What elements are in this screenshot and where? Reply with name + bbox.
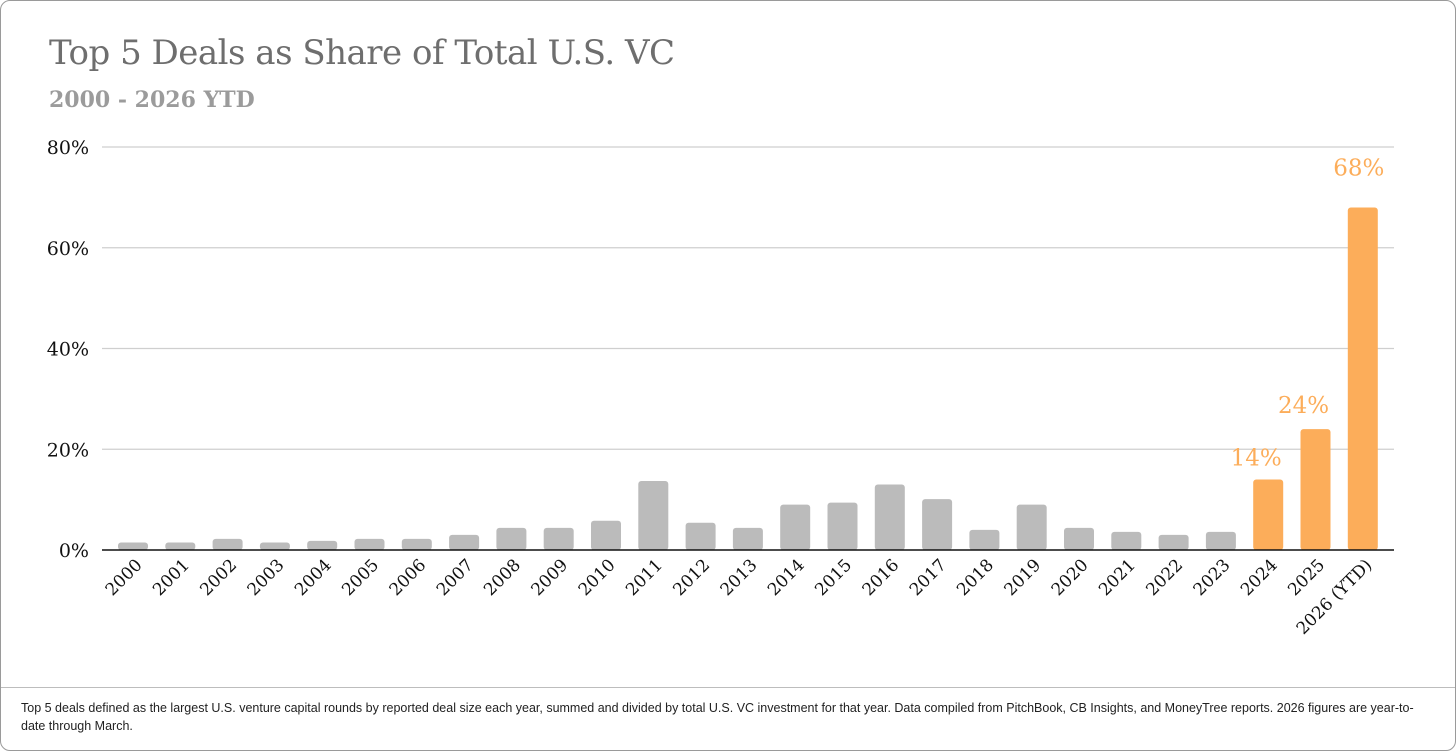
bars bbox=[118, 207, 1378, 550]
bar-2000 bbox=[118, 542, 148, 550]
bar-2009 bbox=[543, 527, 574, 550]
x-tick-label: 2022 bbox=[1142, 555, 1187, 600]
bar-2024 bbox=[1253, 479, 1284, 550]
bar-2012 bbox=[685, 522, 716, 550]
bar-2010 bbox=[591, 520, 621, 550]
x-tick-label: 2017 bbox=[906, 555, 951, 600]
x-tick-label: 2009 bbox=[528, 555, 573, 600]
bar-2008 bbox=[496, 527, 527, 550]
y-tick-label: 20% bbox=[47, 439, 89, 461]
x-tick-label: 2023 bbox=[1190, 555, 1235, 600]
x-tick-label: 2008 bbox=[480, 555, 525, 600]
chart-subtitle: 2000 - 2026 YTD bbox=[49, 87, 255, 113]
bar-2018 bbox=[969, 529, 1000, 550]
x-tick-label: 2001 bbox=[149, 555, 194, 600]
x-tick-label: 2013 bbox=[717, 555, 762, 600]
x-tick-label: 2019 bbox=[1000, 555, 1045, 600]
x-tick-label: 2005 bbox=[338, 555, 383, 600]
footnote-divider bbox=[1, 687, 1455, 688]
bar-2006 bbox=[401, 538, 432, 550]
gridlines bbox=[102, 146, 1394, 450]
x-tick-label: 2004 bbox=[291, 555, 336, 600]
bar-2021 bbox=[1111, 531, 1142, 550]
data-label: 14% bbox=[1231, 445, 1282, 471]
bar-2026-ytd bbox=[1347, 207, 1378, 550]
x-tick-label: 2007 bbox=[433, 555, 478, 600]
bar-chart: 0%20%40%60%80%2000 2001 2002 2003 2004 2005 20… bbox=[47, 137, 1394, 639]
bar-2013 bbox=[732, 527, 763, 550]
bar-2014 bbox=[780, 504, 811, 550]
x-tick-label: 2010 bbox=[575, 555, 620, 600]
x-tick-label: 2021 bbox=[1095, 555, 1140, 600]
x-tick-label: 2000 bbox=[102, 555, 147, 600]
data-label: 68% bbox=[1333, 155, 1384, 181]
x-tick-label: 2003 bbox=[244, 555, 289, 600]
bar-2020 bbox=[1064, 527, 1094, 550]
bar-2017 bbox=[922, 499, 953, 550]
y-tick-label: 40% bbox=[47, 339, 89, 361]
chart-title: Top 5 Deals as Share of Total U.S. VC bbox=[49, 33, 675, 73]
data-label: 24% bbox=[1278, 393, 1329, 419]
x-tick-label: 2015 bbox=[811, 555, 856, 600]
x-tick-label: 2016 bbox=[859, 555, 904, 600]
footnote: Top 5 deals defined as the largest U.S. … bbox=[21, 701, 1414, 733]
y-tick-label: 60% bbox=[47, 238, 89, 260]
bar-2023 bbox=[1205, 531, 1236, 550]
bar-2007 bbox=[449, 534, 480, 550]
bar-2019 bbox=[1016, 504, 1047, 550]
labels: 0%20%40%60%80%2000 2001 2002 2003 2004 2005 20… bbox=[47, 137, 1385, 639]
x-tick-label: 2025 bbox=[1284, 555, 1329, 600]
bar-2005 bbox=[354, 538, 385, 550]
bar-2025 bbox=[1300, 429, 1331, 550]
y-tick-label: 80% bbox=[47, 137, 89, 159]
y-tick-label: 0% bbox=[59, 540, 89, 562]
bar-2022 bbox=[1158, 534, 1189, 550]
bar-2015 bbox=[827, 502, 858, 550]
bar-2004 bbox=[307, 540, 338, 550]
bar-2001 bbox=[165, 542, 196, 550]
x-tick-label: 2006 bbox=[386, 555, 431, 600]
x-tick-label: 2002 bbox=[196, 555, 241, 600]
bar-2002 bbox=[212, 538, 243, 550]
bar-2003 bbox=[259, 542, 290, 550]
x-tick-label: 2012 bbox=[669, 555, 714, 600]
x-tick-label: 2024 bbox=[1237, 555, 1282, 600]
x-tick-label: 2018 bbox=[953, 555, 998, 600]
bar-2016 bbox=[874, 484, 905, 550]
x-tick-label: 2020 bbox=[1048, 555, 1093, 600]
x-tick-label: 2014 bbox=[764, 555, 809, 600]
x-tick-label: 2011 bbox=[622, 555, 667, 600]
bar-2011 bbox=[638, 480, 669, 550]
